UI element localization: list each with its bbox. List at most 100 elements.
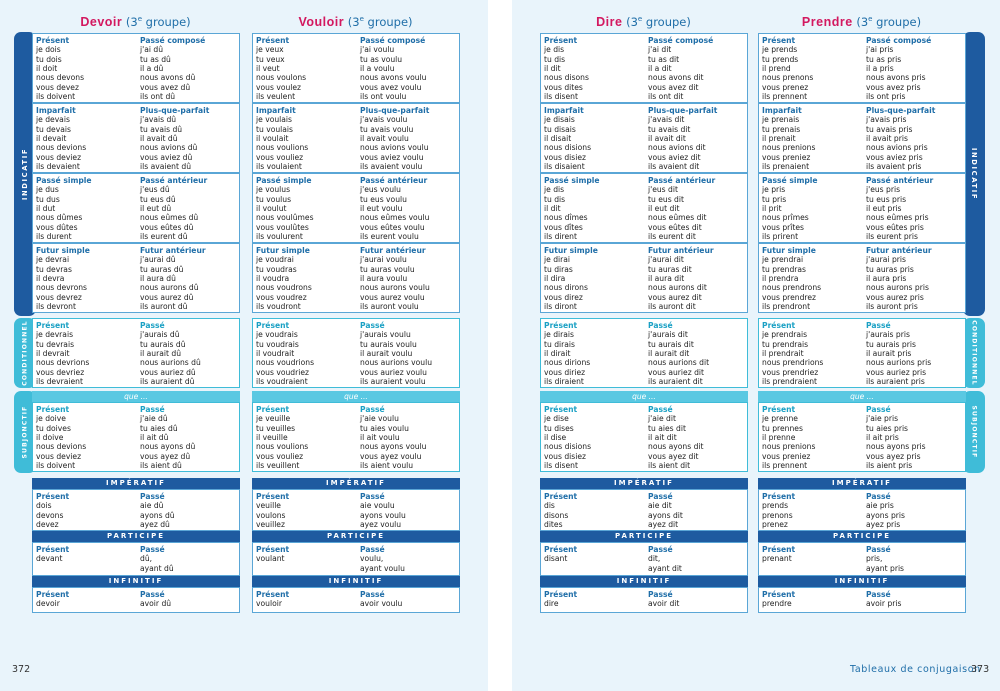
conjugated-form: tu auras dit: [648, 264, 692, 274]
tense-heading: Futur antérieur: [360, 246, 426, 255]
infinitif-bar: INFINITIF: [540, 576, 748, 587]
subjonctif-que-bar: que ...: [540, 391, 748, 402]
imperatif-bar: IMPÉRATIF: [252, 478, 460, 489]
conjugated-form: il voulait: [256, 134, 289, 144]
conjugated-form: vous auriez dû: [140, 367, 196, 377]
conjugated-form: nous aurions voulu: [360, 358, 433, 368]
conjugated-form: tu diras: [544, 264, 573, 274]
tense-heading: Passé composé: [360, 36, 426, 45]
tense-column-plus-que-parfait: Plus-que-parfait j'avais dit tu avais dit i…: [648, 106, 717, 171]
conjugated-form: vous avez pris: [866, 82, 921, 92]
subjonctif-que-bar: que ...: [758, 391, 966, 402]
conjugated-form: je prendrais: [762, 330, 808, 340]
conjugated-form: j'aurai voulu: [360, 255, 407, 265]
conjugated-form: ils aient dû: [140, 461, 182, 471]
conjugated-form: tu prendrais: [762, 339, 809, 349]
conjugated-form: nous prendrons: [762, 283, 822, 293]
conjugated-form: nous aurons dit: [648, 283, 707, 293]
tense-column-part-passe: Passé pris, ayant pris: [866, 545, 904, 573]
conjugated-form: nous voudrions: [256, 358, 315, 368]
conjugated-form: ils avaient voulu: [360, 162, 423, 172]
tense-column-inf-present: Présent vouloir: [256, 590, 289, 609]
conjugated-form: il ait dû: [140, 433, 169, 443]
conjugated-form: ayons dû: [140, 510, 175, 520]
conjugated-form: avoir voulu: [360, 599, 403, 609]
conjugated-form: ils devaient: [36, 162, 80, 172]
conjugated-form: il voudrait: [256, 349, 295, 359]
conjugated-form: ils diraient: [544, 377, 584, 387]
conjugated-form: il aurait dit: [648, 349, 690, 359]
conjugated-form: dire: [544, 599, 559, 609]
imperatif-box: Présent dis disons dites Passé aie dit ayons d…: [540, 489, 748, 531]
conjugated-form: vous prendrez: [762, 292, 817, 302]
participe-box: Présent prenant Passé pris, ayant pris: [758, 542, 966, 576]
conjugated-form: nous ayons dû: [140, 442, 196, 452]
conjugated-form: vous vouliez: [256, 152, 304, 162]
conjugated-form: tu dois: [36, 54, 62, 64]
conjugated-form: il ait dit: [648, 433, 677, 443]
conjugated-form: vous preniez: [762, 152, 811, 162]
tense-column-inf-passe: Passé avoir dit: [648, 590, 679, 609]
tense-heading: Passé: [140, 492, 165, 501]
conjugated-form: prenant: [762, 554, 792, 564]
verb-group-rest: groupe): [642, 15, 691, 29]
conjugated-form: vous aviez voulu: [360, 152, 424, 162]
tense-heading: Passé simple: [544, 176, 600, 185]
conjugated-form: tu aurais dit: [648, 339, 694, 349]
conjugated-form: tu avais voulu: [360, 124, 414, 134]
verb-group: (3: [856, 15, 869, 29]
tense-heading: Futur simple: [544, 246, 598, 255]
conjugated-form: je dise: [544, 414, 569, 424]
tense-heading: Passé antérieur: [866, 176, 934, 185]
conjugated-form: il devait: [36, 134, 67, 144]
conjugated-form: ils diront: [544, 302, 577, 312]
tense-column-futur-simple: Futur simple je dirai tu diras il dira nous …: [544, 246, 598, 311]
conjugated-form: nous avions pris: [866, 143, 928, 153]
conjugated-form: tu devais: [36, 124, 71, 134]
tense-column-subj-passe: Passé j'aie pris tu aies pris il ait pris no…: [866, 405, 926, 470]
conjugated-form: nous disions: [544, 442, 592, 452]
conjugated-form: il disait: [544, 134, 572, 144]
conjugated-form: tu aurais pris: [866, 339, 916, 349]
conjugated-form: tu voulais: [256, 124, 293, 134]
conjugated-form: j'aie dit: [648, 414, 676, 424]
tense-heading: Passé: [866, 492, 891, 501]
participe-bar: PARTICIPE: [758, 531, 966, 542]
conjugated-form: tu aies dit: [648, 423, 686, 433]
tense-column-futur-simple: Futur simple je voudrai tu voudras il voudr…: [256, 246, 312, 311]
conjugated-form: j'avais dit: [648, 115, 685, 125]
tense-column-plus-que-parfait: Plus-que-parfait j'avais dû tu avais dû il …: [140, 106, 209, 171]
conjugated-form: nous aurons voulu: [360, 283, 430, 293]
tense-column-imparfait: Imparfait je disais tu disais il disait nous…: [544, 106, 591, 171]
conjugated-form: nous voulions: [256, 143, 309, 153]
infinitif-box: Présent devoir Passé avoir dû: [32, 587, 240, 613]
tense-heading: Présent: [36, 590, 70, 599]
tense-heading: Présent: [544, 492, 578, 501]
conjugated-form: prends: [762, 501, 789, 511]
verb-name: Devoir: [80, 15, 123, 29]
conjugated-form: vous eûtes pris: [866, 222, 924, 232]
conjugated-form: veuille: [256, 501, 281, 511]
conjugated-form: j'ai voulu: [360, 45, 395, 55]
conjugated-form: ils devront: [36, 302, 76, 312]
tense-heading: Passé: [648, 545, 673, 554]
conjugated-form: je dus: [36, 185, 59, 195]
conjugated-form: tu prends: [762, 54, 799, 64]
imperatif-bar: IMPÉRATIF: [540, 478, 748, 489]
verb-group-rest: groupe): [363, 15, 413, 29]
conjugated-form: nous avions dit: [648, 143, 706, 153]
conjugated-form: nous eûmes voulu: [360, 213, 430, 223]
tense-column-imp-present: Présent prends prenons prenez: [762, 492, 795, 529]
tense-heading: Présent: [544, 590, 578, 599]
conjugated-form: nous voulions: [256, 442, 309, 452]
conjugated-form: il prend: [762, 64, 791, 74]
conjugated-form: ils auraient pris: [866, 377, 925, 387]
conjugated-form: aie dit: [648, 501, 672, 511]
conjugated-form: tu voulus: [256, 194, 292, 204]
tense-column-present: Présent je prends tu prends il prend nous pr…: [762, 36, 813, 101]
tense-column-imparfait: Imparfait je voulais tu voulais il voulait n…: [256, 106, 308, 171]
conjugated-form: j'avais dû: [140, 115, 177, 125]
tense-column-subj-passe: Passé j'aie dit tu aies dit il ait dit nous …: [648, 405, 704, 470]
conditionnel-band-right: CONDITIONNEL: [963, 318, 985, 388]
conjugated-form: nous aurions dit: [648, 358, 710, 368]
